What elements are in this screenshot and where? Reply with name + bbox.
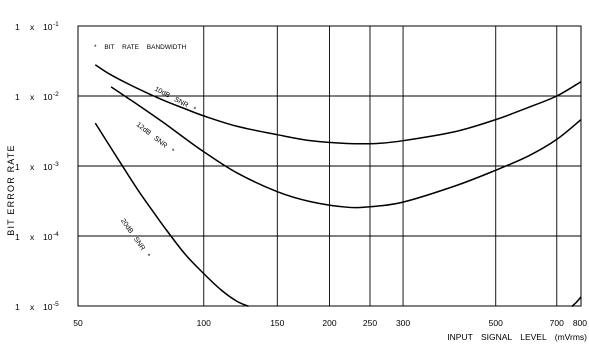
y-tick-base: 10 <box>43 232 53 242</box>
y-tick-label-3: 1 x 10 -4 <box>15 231 59 242</box>
y-tick-times: x <box>30 232 35 242</box>
curves <box>94 64 582 308</box>
x-axis-label: INPUT SIGNAL LEVEL (mVrms) <box>447 332 587 342</box>
x-tick-label-5: 300 <box>396 318 410 328</box>
y-tick-mantissa: 1 <box>15 92 20 102</box>
curve-2 <box>94 122 249 308</box>
bit-rate-bandwidth-note: * BIT RATE BANDWIDTH <box>94 44 186 51</box>
x-tick-label-0: 50 <box>73 318 83 328</box>
y-tick-exponent: -1 <box>53 21 59 28</box>
y-tick-base: 10 <box>43 162 53 172</box>
y-tick-exponent: -2 <box>53 91 59 98</box>
series-label-2: 20dB SNR * <box>119 218 151 260</box>
y-tick-label-1: 1 x 10 -2 <box>15 91 59 102</box>
y-axis-label: BIT ERROR RATE <box>6 144 16 235</box>
y-tick-times: x <box>30 302 35 312</box>
curve-0 <box>94 64 582 145</box>
y-tick-base: 10 <box>43 302 53 312</box>
y-tick-exponent: -5 <box>53 301 59 308</box>
x-tick-label-3: 200 <box>322 318 336 328</box>
y-tick-mantissa: 1 <box>15 302 20 312</box>
y-tick-base: 10 <box>43 92 53 102</box>
x-tick-label-6: 500 <box>489 318 503 328</box>
grid <box>77 25 582 307</box>
y-tick-label-4: 1 x 10 -5 <box>15 301 59 312</box>
curve-1 <box>110 86 582 209</box>
y-tick-times: x <box>30 92 35 102</box>
series-label-0: 10dB SNR * <box>153 86 197 114</box>
y-tick-labels: 1 x 10 -11 x 10 -21 x 10 -31 x 10 -41 x 10 -5 <box>15 21 59 312</box>
curve-3 <box>571 296 582 308</box>
y-tick-times: x <box>30 22 35 32</box>
x-tick-label-4: 250 <box>363 318 377 328</box>
y-tick-exponent: -4 <box>53 231 59 238</box>
y-tick-mantissa: 1 <box>15 162 20 172</box>
y-tick-mantissa: 1 <box>15 232 20 242</box>
y-tick-exponent: -3 <box>53 161 59 168</box>
x-tick-labels: 50 100 150 200 250 300 500 700 800 <box>73 318 587 328</box>
x-tick-label-8: 800 <box>573 318 587 328</box>
x-tick-label-1: 100 <box>197 318 211 328</box>
x-tick-label-7: 700 <box>550 318 564 328</box>
x-tick-label-2: 150 <box>270 318 284 328</box>
y-tick-label-2: 1 x 10 -3 <box>15 161 59 172</box>
y-tick-times: x <box>30 162 35 172</box>
y-tick-base: 10 <box>43 22 53 32</box>
y-tick-label-0: 1 x 10 -1 <box>15 21 59 32</box>
y-tick-mantissa: 1 <box>15 22 20 32</box>
series-labels: 10dB SNR *12dB SNR *20dB SNR * <box>119 86 197 260</box>
